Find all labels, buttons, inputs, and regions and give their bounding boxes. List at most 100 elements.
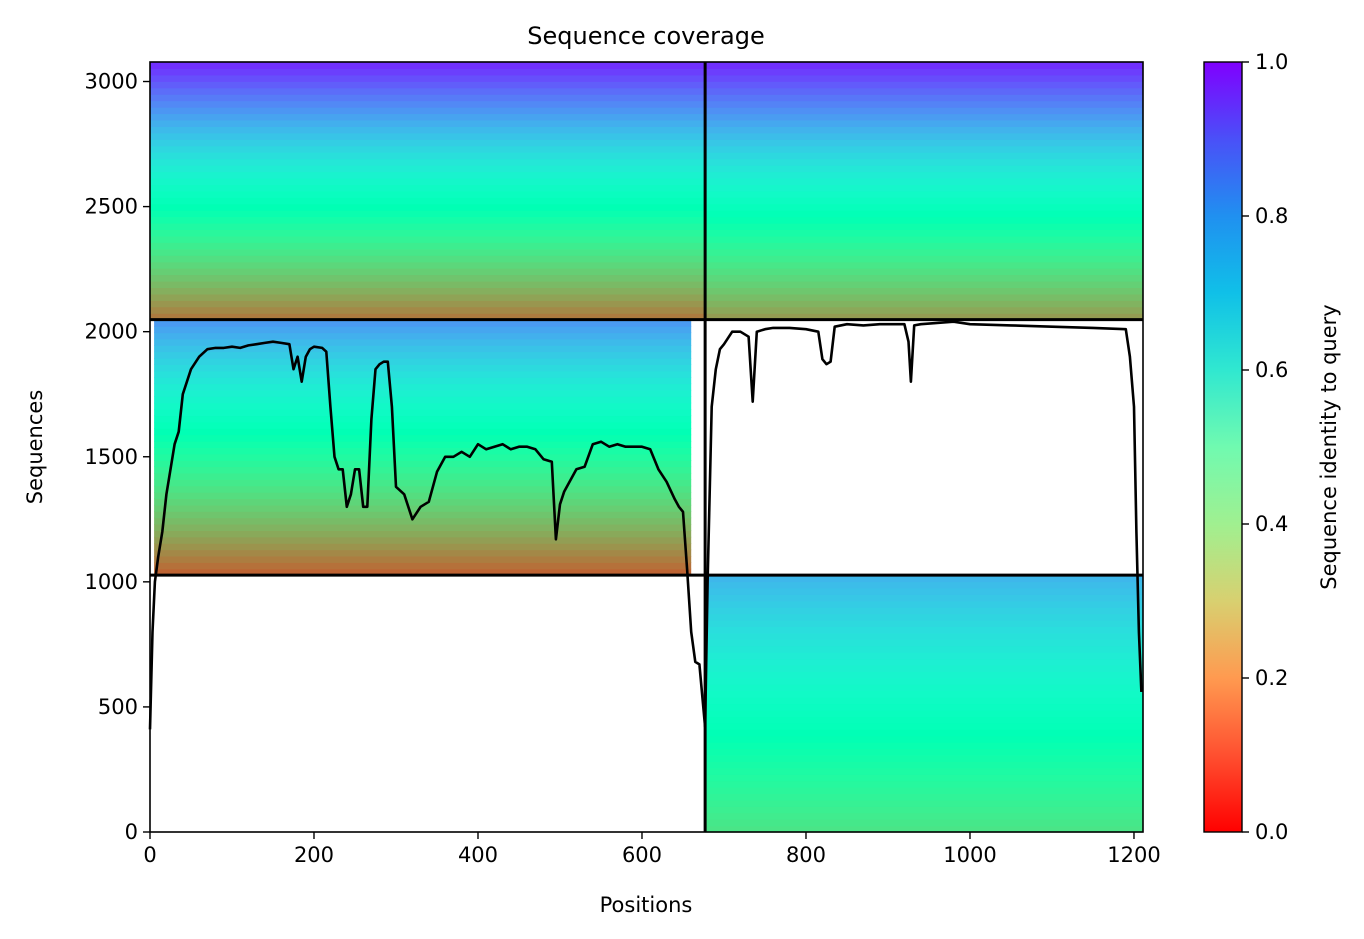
heat-strip — [150, 113, 706, 121]
heat-strip — [705, 722, 1143, 730]
heat-strip — [154, 555, 692, 563]
colorbar-tick-label: 1.0 — [1255, 50, 1288, 74]
heat-strip — [150, 190, 706, 198]
heat-strip — [705, 100, 1143, 108]
heat-strip — [150, 74, 706, 82]
heat-strip — [705, 81, 1143, 89]
x-tick-label: 800 — [786, 843, 826, 867]
heat-strip — [150, 281, 706, 288]
heat-strip — [705, 293, 1143, 301]
heat-strip — [705, 632, 1143, 640]
block-paired-upper — [150, 62, 706, 321]
heat-strip — [154, 511, 692, 519]
heat-strip — [150, 139, 706, 147]
heat-strip — [150, 126, 706, 134]
heat-strip — [705, 665, 1143, 672]
heat-strip — [705, 742, 1143, 750]
y-tick-label: 1000 — [85, 570, 138, 594]
heat-strip — [705, 780, 1143, 788]
heat-strip — [705, 203, 1143, 211]
heat-strip — [154, 504, 692, 512]
heat-strip — [154, 370, 692, 378]
heat-strip — [150, 158, 706, 166]
heat-strip — [154, 338, 692, 346]
heat-strip — [154, 492, 692, 500]
heat-strip — [154, 326, 692, 334]
heat-strip — [705, 184, 1143, 192]
heat-strip — [705, 197, 1143, 205]
heat-strip — [150, 184, 706, 192]
heat-strip — [705, 107, 1143, 115]
heat-strip — [150, 94, 706, 102]
heat-strip — [154, 364, 692, 372]
y-tick-label: 0 — [125, 820, 138, 844]
heat-strip — [705, 710, 1143, 717]
heat-strip — [705, 613, 1143, 621]
heat-strip — [154, 498, 692, 506]
heat-strip — [705, 799, 1143, 807]
colorbar-label: Sequence identity to query — [1317, 304, 1341, 589]
heat-strip — [705, 594, 1143, 602]
heat-strip — [154, 530, 692, 538]
heat-strip — [705, 761, 1143, 769]
heat-strip — [150, 216, 706, 224]
colorbar-tick-label: 0.2 — [1255, 666, 1288, 690]
y-tick-label: 500 — [98, 695, 138, 719]
block-chain-b-unpaired — [705, 575, 1143, 833]
heat-strip — [154, 434, 692, 442]
heat-strip — [705, 671, 1143, 679]
heat-strip — [150, 235, 706, 243]
heat-strip — [705, 607, 1143, 615]
heat-strip — [705, 242, 1143, 250]
heat-strip — [705, 658, 1143, 666]
heat-strip — [705, 716, 1143, 724]
y-tick-label: 1500 — [85, 445, 138, 469]
heat-strip — [705, 793, 1143, 801]
heat-strip — [705, 274, 1143, 282]
heat-strip — [705, 767, 1143, 775]
heat-strip — [705, 113, 1143, 121]
heat-strip — [150, 107, 706, 115]
heat-strip — [705, 68, 1143, 76]
heat-strip — [705, 268, 1143, 276]
heat-strip — [705, 787, 1143, 794]
heat-strip — [150, 100, 706, 108]
heat-strip — [154, 351, 692, 359]
heat-strip — [154, 377, 692, 385]
heat-strip — [705, 587, 1143, 595]
heat-strip — [705, 261, 1143, 269]
heat-strip — [705, 729, 1143, 737]
heat-strip — [705, 216, 1143, 224]
heat-strip — [154, 389, 692, 397]
heat-strip — [150, 300, 706, 308]
heat-strip — [154, 383, 692, 391]
heat-strip — [150, 178, 706, 185]
heat-strip — [154, 402, 692, 410]
chart-title: Sequence coverage — [527, 22, 764, 50]
heat-strip — [705, 235, 1143, 243]
heat-strip — [154, 421, 692, 429]
heat-strip — [154, 428, 692, 436]
x-axis: 0 200 400 600 800 1000 1200 — [143, 832, 1161, 867]
heat-strip — [154, 453, 692, 461]
heat-strip — [150, 165, 706, 173]
heat-strip — [150, 145, 706, 153]
heat-strip — [705, 652, 1143, 660]
heat-strip — [705, 645, 1143, 653]
heat-strip — [705, 171, 1143, 179]
heat-strip — [150, 274, 706, 282]
heat-strip — [150, 248, 706, 256]
heat-strip — [705, 132, 1143, 140]
heat-strip — [154, 358, 692, 365]
heat-strip — [705, 120, 1143, 127]
block-paired-upper-right — [705, 62, 1143, 321]
heat-strip — [705, 812, 1143, 820]
heat-strip — [150, 261, 706, 269]
heat-strip — [154, 447, 692, 455]
colorbar: 0.0 0.2 0.4 0.6 0.8 1.0 Sequence identity to … — [1203, 50, 1341, 844]
heat-strip — [705, 94, 1143, 102]
heat-strip — [150, 197, 706, 205]
heat-strip — [150, 68, 706, 76]
y-tick-label: 2000 — [85, 320, 138, 344]
heat-strip — [154, 396, 692, 404]
